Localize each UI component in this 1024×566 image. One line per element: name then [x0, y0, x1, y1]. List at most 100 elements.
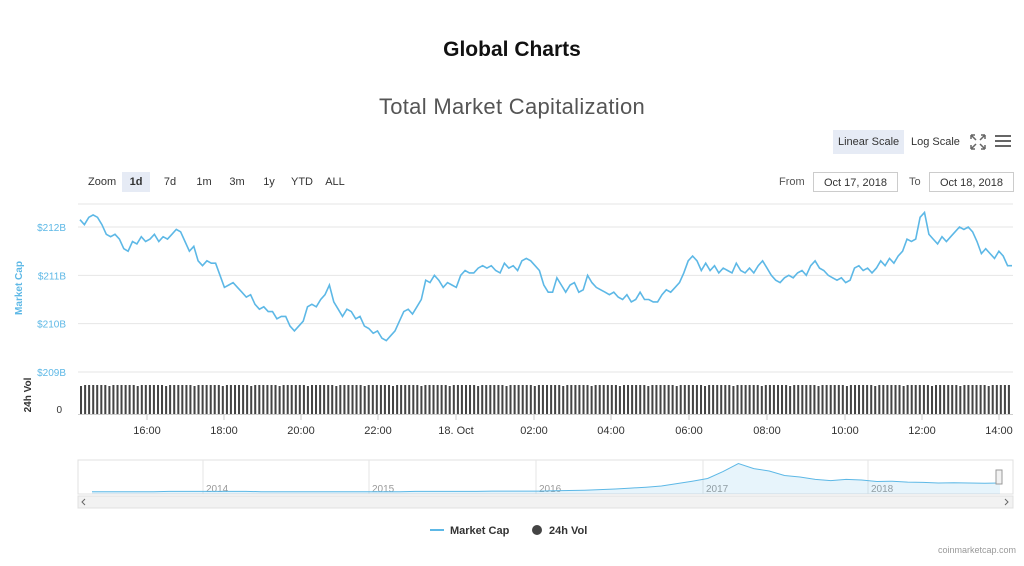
volume-bar: [424, 385, 427, 414]
volume-bar: [509, 385, 512, 414]
volume-bar: [157, 385, 160, 414]
zoom-button-ytd[interactable]: YTD: [291, 176, 313, 188]
volume-bar: [614, 385, 617, 414]
volume-bar: [837, 385, 840, 414]
volume-bar: [862, 385, 865, 414]
volume-bar: [578, 385, 581, 414]
expand-arrows-icon[interactable]: [969, 133, 987, 151]
volume-bar: [84, 385, 87, 414]
volume-bar: [367, 385, 370, 414]
x-tick-label: 18. Oct: [438, 425, 473, 437]
volume-bar: [311, 385, 314, 414]
volume-bar: [906, 385, 909, 414]
volume-bar: [598, 385, 601, 414]
volume-bar: [1007, 385, 1010, 414]
linear-scale-button[interactable]: Linear Scale: [833, 130, 905, 154]
scroll-right-arrow[interactable]: [1004, 498, 1009, 506]
volume-bar: [716, 385, 719, 414]
volume-bar: [258, 385, 261, 414]
zoom-button-1m[interactable]: 1m: [196, 176, 212, 188]
volume-bar: [574, 385, 577, 414]
volume-bar: [931, 386, 934, 414]
scroll-left-arrow[interactable]: [81, 498, 86, 506]
volume-bar: [298, 385, 301, 414]
zoom-button-7d[interactable]: 7d: [163, 176, 177, 188]
zoom-button-all[interactable]: ALL: [325, 176, 345, 188]
volume-bar: [363, 386, 366, 414]
x-tick-label: 20:00: [287, 425, 315, 437]
volume-bar: [590, 386, 593, 414]
volume-bar: [918, 385, 921, 414]
volume-bar: [813, 385, 816, 414]
to-date-input[interactable]: Oct 18, 2018: [929, 172, 1014, 192]
volume-bar: [914, 385, 917, 414]
market-cap-line[interactable]: [79, 210, 1012, 342]
credit-link[interactable]: coinmarketcap.com: [937, 545, 1016, 555]
volume-bar: [959, 386, 962, 414]
volume-bar: [266, 385, 269, 414]
legend-volume-swatch: [532, 525, 542, 535]
volume-bar: [201, 385, 204, 414]
volume-bar: [161, 385, 164, 414]
volume-bar: [416, 385, 419, 414]
volume-bar: [768, 385, 771, 414]
volume-bar: [351, 385, 354, 414]
volume-bar: [744, 385, 747, 414]
x-tick-label: 12:00: [908, 425, 936, 437]
volume-bar: [234, 385, 237, 414]
zoom-button-3m[interactable]: 3m: [229, 176, 245, 188]
volume-bar: [667, 385, 670, 414]
volume-bar: [452, 385, 455, 414]
volume-bar: [132, 385, 135, 414]
volume-bar: [169, 385, 172, 414]
volume-bar: [112, 385, 115, 414]
volume-bar: [566, 385, 569, 414]
volume-bar: [874, 386, 877, 414]
volume-bar: [728, 385, 731, 414]
volume-bar: [533, 386, 536, 414]
volume-bar: [428, 385, 431, 414]
volume-bar: [473, 385, 476, 414]
volume-bar: [481, 385, 484, 414]
volume-bar: [829, 385, 832, 414]
volume-bar: [558, 385, 561, 414]
y-axis-title: Market Cap: [14, 261, 25, 315]
from-date-input[interactable]: Oct 17, 2018: [813, 172, 898, 192]
volume-bar: [748, 385, 751, 414]
volume-bar: [460, 385, 463, 414]
volume-bar: [825, 385, 828, 414]
volume-bar: [1003, 385, 1006, 414]
volume-bar: [420, 386, 423, 414]
volume-bar: [793, 385, 796, 414]
zoom-button-1y[interactable]: 1y: [263, 176, 275, 188]
volume-bar: [525, 385, 528, 414]
volume-bar: [242, 385, 245, 414]
volume-bar: [108, 386, 111, 414]
volume-bar: [359, 385, 362, 414]
navigator-handle[interactable]: [995, 469, 1003, 485]
to-label: To: [909, 176, 921, 188]
volume-bar: [331, 385, 334, 414]
x-tick-label: 06:00: [675, 425, 703, 437]
navigator-year-label: 2016: [539, 484, 562, 495]
scrollbar-track[interactable]: [77, 495, 1014, 509]
volume-bar: [315, 385, 318, 414]
volume-bar: [635, 385, 638, 414]
volume-bar: [841, 385, 844, 414]
volume-bar: [898, 385, 901, 414]
volume-bar: [995, 385, 998, 414]
volume-zero-tick: 0: [56, 405, 62, 416]
zoom-button-1d[interactable]: 1d: [122, 172, 150, 192]
volume-bar: [695, 385, 698, 414]
volume-bar: [465, 385, 468, 414]
hamburger-menu-icon[interactable]: [995, 135, 1011, 149]
volume-bar: [939, 385, 942, 414]
volume-bar: [116, 385, 119, 414]
volume-bar: [371, 385, 374, 414]
volume-bar: [189, 385, 192, 414]
volume-bar: [886, 385, 889, 414]
log-scale-button[interactable]: Log Scale: [911, 136, 960, 148]
volume-bar: [764, 385, 767, 414]
volume-bar: [991, 385, 994, 414]
